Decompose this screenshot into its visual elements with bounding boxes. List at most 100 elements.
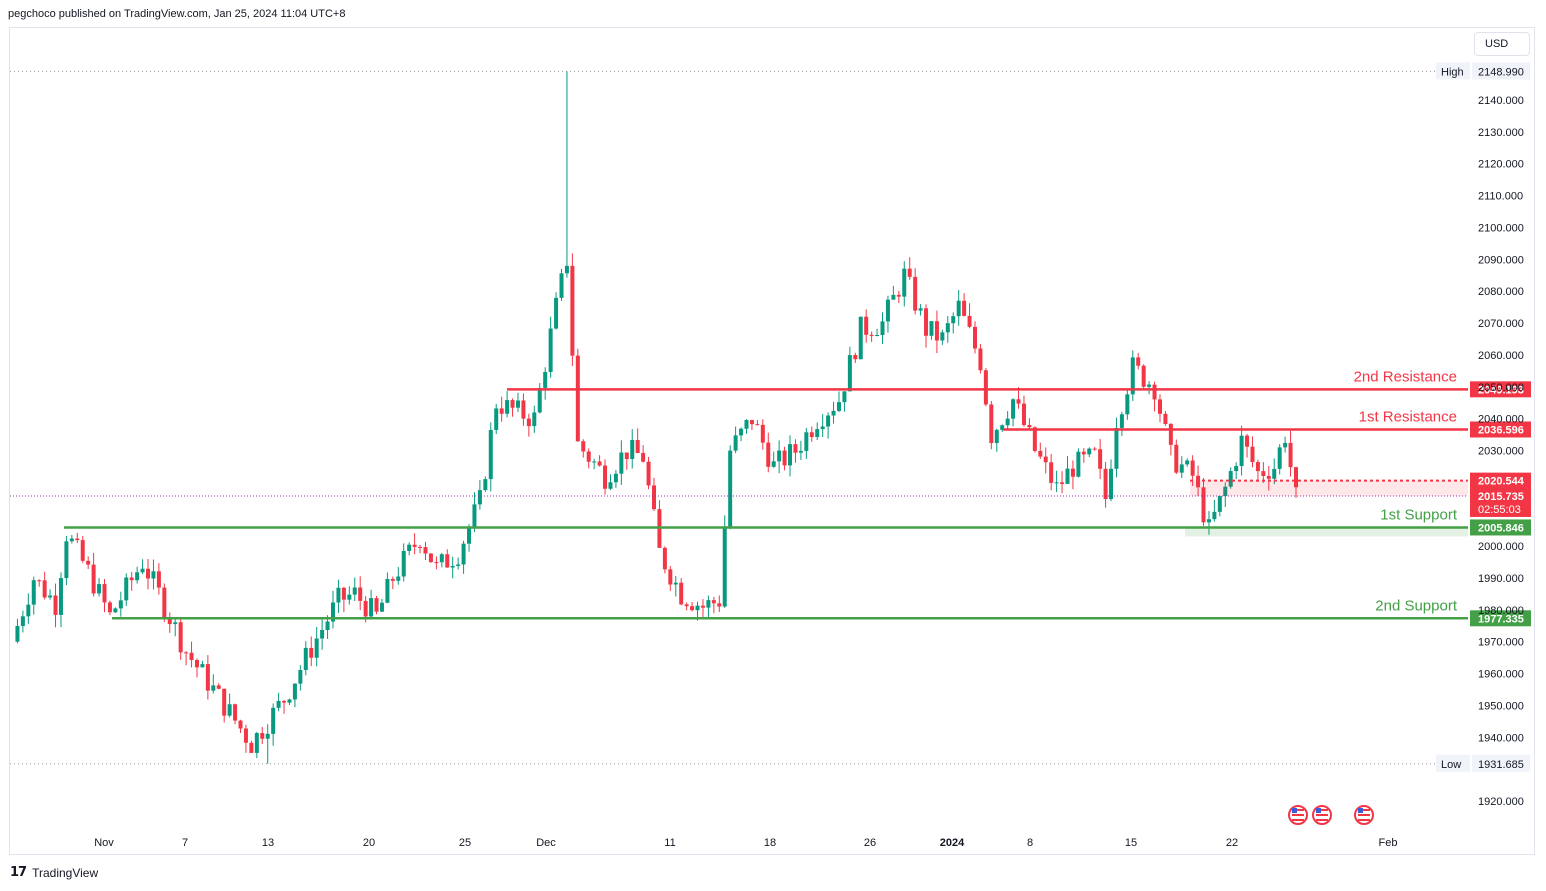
candle-body [184,652,189,654]
candle-body [467,527,472,544]
candle-body [309,647,314,658]
candle-body [1038,450,1043,457]
candle-body [401,550,406,577]
candle-body [434,562,439,564]
candle-body [222,688,227,716]
flag-stripe [1316,819,1328,821]
candle-body [369,598,374,617]
candle-body [864,316,869,335]
candle-body [456,564,461,566]
1st-resistance-value: 2036.596 [1478,424,1524,436]
candle-body [1255,462,1260,472]
candle-body [358,587,363,601]
candle-body [1163,413,1168,424]
candle-body [1212,511,1217,520]
us-flag-event-icon[interactable] [1288,805,1308,825]
candle-body [1130,357,1135,395]
us-flag-event-icon[interactable] [1354,805,1374,825]
candle-body [483,479,488,491]
candle-body [826,415,831,427]
candle-body [994,429,999,444]
candle-body [113,608,118,613]
candle-body [510,400,515,408]
candle-body [69,538,74,542]
candle-body [1250,446,1255,463]
candle-body [978,348,983,371]
candle-body [891,294,896,300]
support-zone [1185,527,1468,537]
candle-body [521,400,526,419]
y-tick-label: 2130.000 [1478,127,1524,139]
candle-body [200,664,205,668]
candle-body [1272,468,1277,479]
flag-stripe [1292,809,1304,811]
candle-body [314,638,319,658]
x-tick-label: 7 [182,837,188,849]
y-tick-label: 2140.000 [1478,95,1524,107]
candle-body [744,420,749,429]
candle-body [1190,460,1195,476]
currency-selector-button[interactable]: USD [1474,32,1530,56]
candle-body [858,316,863,360]
candle-body [983,370,988,405]
candle-body [1119,414,1124,428]
candle-body [254,733,259,753]
candle-body [1223,486,1228,497]
candle-body [624,452,629,459]
candle-body [749,420,754,425]
candle-body [1043,456,1048,463]
candle-body [379,602,384,612]
y-tick-label: 1980.000 [1478,605,1524,617]
candle-body [788,444,793,466]
candle-body [668,569,673,585]
candle-body [238,720,243,729]
candle-body [804,432,809,451]
tradingview-logo-icon: 17 [10,865,27,880]
1st-support-value: 2005.846 [1478,522,1524,534]
candle-body [26,604,31,617]
candle-body [331,602,335,622]
candle-body [445,554,450,568]
candle-body [15,625,20,642]
candle-body [962,300,967,316]
candle-body [124,577,129,601]
candle-body [1103,468,1108,500]
2nd-support-value-bg [1470,610,1531,627]
candle-body [548,328,553,373]
y-tick-label: 2090.000 [1478,254,1524,266]
candle-body [265,733,270,739]
candle-body [711,600,716,604]
bid-price-tag [1470,472,1531,489]
y-tick-label: 1990.000 [1478,573,1524,585]
flag-stripe [1292,814,1304,816]
2nd-support-label: 2nd Support [1375,597,1458,614]
candle-body [722,526,727,607]
x-tick-label: 18 [764,837,776,849]
resistance-zone [1190,480,1468,496]
candle-body [1098,449,1103,469]
candle-body [450,565,455,568]
flag-stripe [1292,819,1304,821]
footer-brand[interactable]: 17 TradingView [10,865,98,880]
candle-body [167,617,172,625]
candle-body [700,605,705,608]
x-tick-label: 25 [459,837,471,849]
last-price-tag [1470,486,1531,517]
brand-name: TradingView [32,865,99,880]
candle-body [526,418,531,427]
chart-frame [9,27,1535,855]
candle-body [1000,425,1005,430]
candle-body [1016,399,1021,404]
candle-body [798,450,803,453]
candle-body [1114,427,1119,469]
candle-body [951,316,956,324]
candle-body [146,568,151,579]
flag-stripe [1358,809,1370,811]
x-tick-label: 2024 [940,837,965,849]
candle-body [570,265,575,356]
x-tick-label: 15 [1125,837,1137,849]
us-flag-event-icon[interactable] [1312,805,1332,825]
candle-body [374,598,379,612]
candle-body [581,441,586,452]
